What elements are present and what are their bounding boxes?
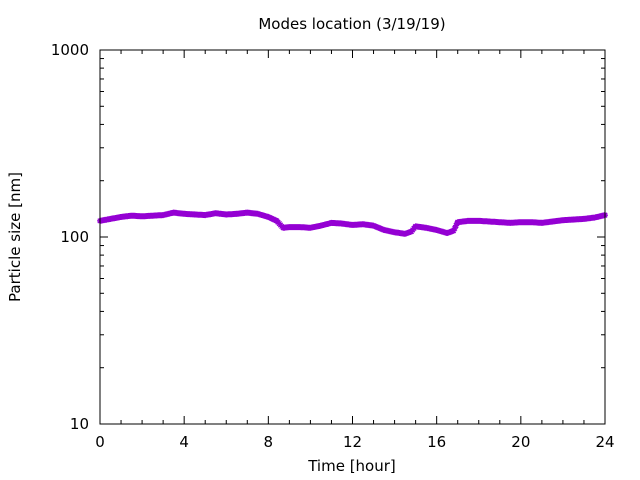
data-point <box>540 221 544 225</box>
x-tick-label: 12 <box>343 433 362 451</box>
x-tick-label: 24 <box>595 433 614 451</box>
chart-title: Modes location (3/19/19) <box>258 15 445 33</box>
data-point <box>456 220 460 224</box>
data-point <box>151 214 155 218</box>
data-point <box>445 231 449 235</box>
data-point <box>477 219 481 223</box>
data-point <box>508 221 512 225</box>
data-point <box>466 219 470 223</box>
data-point <box>108 217 113 221</box>
plot-frame <box>99 49 606 425</box>
data-point <box>498 220 502 224</box>
data-point <box>245 211 249 215</box>
data-point <box>392 230 397 234</box>
data-point <box>414 224 418 228</box>
data-point <box>161 213 165 217</box>
data-point <box>435 228 439 232</box>
data-point <box>275 219 279 223</box>
data-point <box>350 223 355 227</box>
data-point <box>382 228 386 232</box>
data-point <box>298 225 302 229</box>
data-point <box>256 212 260 216</box>
data-point <box>592 215 597 220</box>
x-axis-label: Time [hour] <box>307 457 396 475</box>
data-point <box>266 215 270 219</box>
data-point <box>561 218 565 222</box>
x-tick-label: 20 <box>511 433 530 451</box>
data-point <box>214 211 218 215</box>
data-point <box>582 217 586 221</box>
x-tick-label: 4 <box>179 433 189 451</box>
data-point <box>571 217 576 222</box>
x-tick-label: 8 <box>264 433 274 451</box>
x-tick-label: 16 <box>427 433 446 451</box>
x-tick-label: 0 <box>95 433 105 451</box>
data-point <box>550 219 554 224</box>
axes: 0 4 8 12 16 20 24 10 100 1000 <box>51 41 615 451</box>
data-point <box>140 214 144 218</box>
data-point <box>340 221 344 226</box>
data-point <box>224 212 228 217</box>
data-point <box>409 229 414 234</box>
data-point <box>281 226 285 230</box>
y-tick-label: 100 <box>60 228 89 246</box>
data-point <box>319 224 323 228</box>
data-point <box>329 221 334 225</box>
data-point <box>451 229 456 233</box>
data-point <box>308 226 313 230</box>
data-point <box>129 214 134 218</box>
data-point <box>403 232 407 236</box>
data-point <box>519 220 523 224</box>
data-point <box>487 219 491 224</box>
data-series <box>97 209 608 237</box>
data-point <box>287 225 291 229</box>
data-point <box>371 224 376 228</box>
data-point <box>361 222 365 226</box>
data-point <box>529 220 533 224</box>
data-point <box>119 215 123 219</box>
y-tick-label: 1000 <box>51 41 89 59</box>
data-point <box>235 212 239 216</box>
y-tick-label: 10 <box>70 415 89 433</box>
data-point <box>203 213 207 217</box>
data-point <box>424 226 428 230</box>
data-point <box>182 212 186 216</box>
data-point <box>193 212 197 217</box>
y-axis-label: Particle size [nm] <box>6 172 24 302</box>
data-point <box>172 211 176 215</box>
